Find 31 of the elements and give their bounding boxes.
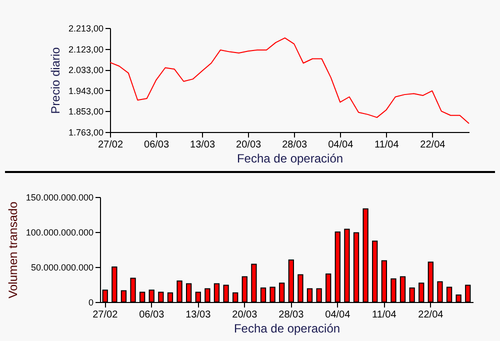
x-tick-label: 27/02 bbox=[92, 310, 118, 320]
y-tick-label: 150.000.000.000 bbox=[26, 192, 94, 202]
y-tick-label: 50.000.000.000 bbox=[30, 262, 94, 272]
x-tick-label: 13/03 bbox=[190, 140, 216, 150]
x-tick-label: 28/03 bbox=[278, 310, 304, 320]
y-axis-title: Precio diario bbox=[48, 46, 62, 114]
x-tick-label: 20/03 bbox=[232, 310, 258, 320]
y-tick-label: 1.943,00 bbox=[68, 86, 104, 96]
y-tick-label: 2.123,00 bbox=[68, 44, 104, 54]
x-tick-label: 04/04 bbox=[325, 310, 351, 320]
line-series bbox=[110, 37, 470, 124]
y-tick-label: 0 bbox=[88, 298, 94, 308]
y-axis-title: Volumen transado bbox=[6, 201, 20, 298]
x-axis-title: Fecha de operación bbox=[236, 152, 344, 166]
x-tick-label: 11/04 bbox=[372, 310, 397, 320]
y-tick-label: 1.763,00 bbox=[68, 128, 104, 138]
x-tick-label: 20/03 bbox=[236, 140, 262, 150]
x-axis-title: Fecha de operación bbox=[234, 322, 340, 336]
y-tick-label: 1.853,00 bbox=[68, 106, 104, 117]
x-tick-label: 11/04 bbox=[374, 140, 400, 150]
x-tick-label: 27/02 bbox=[98, 140, 124, 150]
x-tick-label: 28/03 bbox=[282, 140, 308, 150]
x-tick-label: 22/04 bbox=[418, 310, 444, 320]
x-tick-label: 06/03 bbox=[139, 310, 165, 320]
y-tick-label: 2.213,00 bbox=[68, 24, 104, 34]
y-tick-label: 2.033,00 bbox=[68, 65, 104, 76]
x-tick-label: 04/04 bbox=[328, 140, 354, 150]
x-tick-label: 06/03 bbox=[144, 140, 170, 150]
x-tick-label: 13/03 bbox=[186, 310, 212, 320]
y-tick-label: 100.000.000.000 bbox=[26, 228, 94, 238]
x-tick-label: 22/04 bbox=[420, 140, 446, 150]
